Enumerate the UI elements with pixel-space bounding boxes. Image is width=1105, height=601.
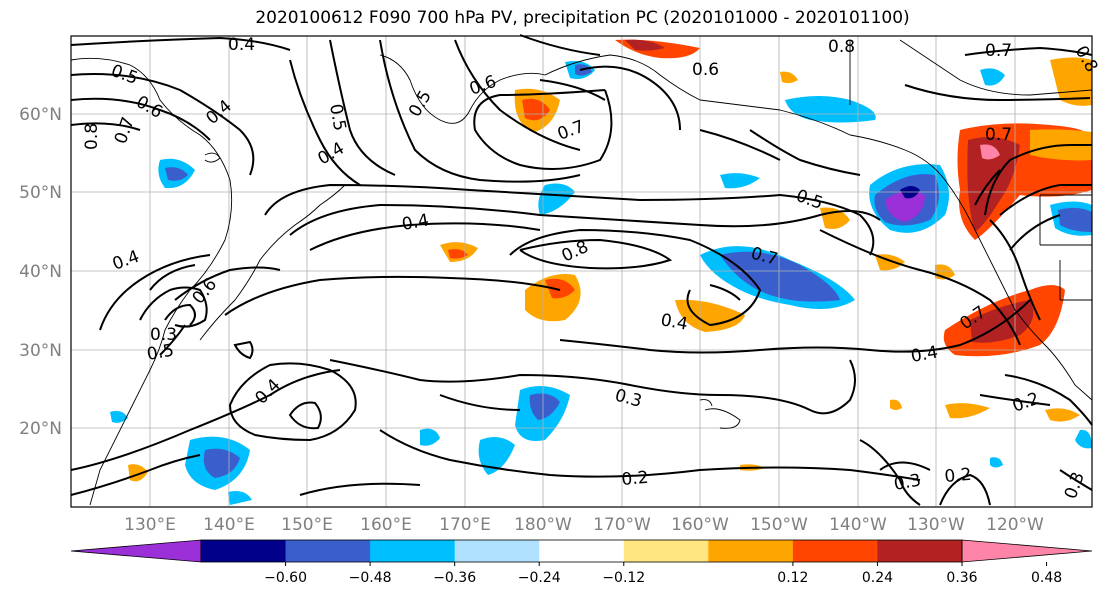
colorbar-segment bbox=[370, 540, 456, 562]
contour-label: 0.7 bbox=[985, 41, 1012, 61]
colorbar-ticks: −0.60 −0.48 −0.36 −0.24 −0.12 0.12 0.24 0.36 0.4… bbox=[264, 562, 1062, 586]
plot-frame bbox=[70, 35, 1093, 508]
pv-contours bbox=[70, 34, 1093, 506]
contour-label: 0.4 bbox=[315, 138, 348, 169]
colorbar-tick-label: −0.36 bbox=[433, 570, 476, 586]
lat-label: 20°N bbox=[19, 419, 62, 439]
colorbar-tick-label: 0.36 bbox=[946, 570, 977, 586]
colorbar-tick-label: 0.48 bbox=[1031, 570, 1062, 586]
lon-label: 120°W bbox=[986, 515, 1044, 535]
lat-label: 60°N bbox=[19, 105, 62, 125]
colorbar-segments bbox=[70, 539, 1093, 563]
figure-title: 2020100612 F090 700 hPa PV, precipitatio… bbox=[255, 8, 910, 28]
lon-label: 130°W bbox=[907, 515, 965, 535]
contour-label: 0.3 bbox=[892, 471, 922, 495]
colorbar-outline bbox=[200, 539, 963, 563]
contour-label: 0.5 bbox=[145, 341, 175, 365]
colorbar-extend-high bbox=[961, 539, 1093, 563]
lon-label: 140°E bbox=[203, 515, 255, 535]
lat-label: 30°N bbox=[19, 341, 62, 361]
contour-label: 0.3 bbox=[150, 325, 177, 345]
lon-label: 160°W bbox=[671, 515, 729, 535]
contour-label: 0.4 bbox=[251, 375, 284, 408]
contour-label: 0.6 bbox=[692, 60, 719, 80]
contour-label: 0.4 bbox=[110, 247, 142, 275]
colorbar-segment bbox=[792, 540, 878, 562]
colorbar-segment bbox=[539, 540, 625, 562]
lon-label: 180°W bbox=[514, 515, 572, 535]
lon-label: 130°E bbox=[124, 515, 176, 535]
contour-label: 0.8 bbox=[82, 123, 102, 150]
colorbar-segment bbox=[877, 540, 963, 562]
coastlines bbox=[70, 39, 1093, 506]
contour-label: 0.2 bbox=[621, 468, 650, 490]
colorbar-segment bbox=[285, 540, 371, 562]
lon-label: 140°W bbox=[829, 515, 887, 535]
lat-tick-labels: 60°N 50°N 40°N 30°N 20°N bbox=[19, 105, 62, 439]
contour-label: 0.4 bbox=[909, 343, 939, 367]
colorbar-tick-label: 0.24 bbox=[862, 570, 893, 586]
contour-label: 0.7 bbox=[985, 125, 1012, 145]
lon-label: 160°E bbox=[360, 515, 412, 535]
contour-label: 0.2 bbox=[944, 465, 973, 487]
contour-label: 0.5 bbox=[325, 102, 349, 132]
colorbar-tick-label: −0.24 bbox=[518, 570, 561, 586]
lat-label: 40°N bbox=[19, 262, 62, 282]
contour-label: 0.6 bbox=[133, 92, 166, 123]
lat-label: 50°N bbox=[19, 183, 62, 203]
colorbar-segment bbox=[454, 540, 540, 562]
colorbar-tick-label: −0.48 bbox=[349, 570, 392, 586]
colorbar-segment bbox=[201, 540, 287, 562]
contour-label: 0.3 bbox=[613, 386, 644, 412]
contour-label: 0.4 bbox=[228, 35, 255, 55]
colorbar-tick-label: 0.12 bbox=[777, 570, 808, 586]
lon-tick-labels: 130°E 140°E 150°E 160°E 170°E 180°W 170°… bbox=[124, 515, 1044, 535]
colorbar-tick-label: −0.60 bbox=[264, 570, 307, 586]
contour-label: 0.7 bbox=[111, 114, 139, 146]
lon-label: 170°E bbox=[439, 515, 491, 535]
colorbar: −0.60 −0.48 −0.36 −0.24 −0.12 0.12 0.24 0.36 0.4… bbox=[70, 539, 1093, 586]
colorbar-segment bbox=[623, 540, 709, 562]
colorbar-extend-low bbox=[70, 539, 202, 563]
contour-label: 0.5 bbox=[108, 61, 140, 89]
lon-label: 170°W bbox=[593, 515, 651, 535]
lon-label: 150°E bbox=[281, 515, 333, 535]
contour-label: 0.8 bbox=[828, 37, 855, 57]
lon-label: 150°W bbox=[750, 515, 808, 535]
contour-label: 0.6 bbox=[189, 275, 222, 309]
contour-label: 0.5 bbox=[405, 87, 436, 120]
colorbar-segment bbox=[708, 540, 794, 562]
contour-label: 0.7 bbox=[555, 117, 587, 145]
colorbar-tick-label: −0.12 bbox=[602, 570, 645, 586]
contour-label: 0.4 bbox=[400, 211, 430, 235]
contour-label: 0.4 bbox=[659, 310, 689, 334]
precip-anomaly-fill bbox=[110, 39, 1092, 505]
